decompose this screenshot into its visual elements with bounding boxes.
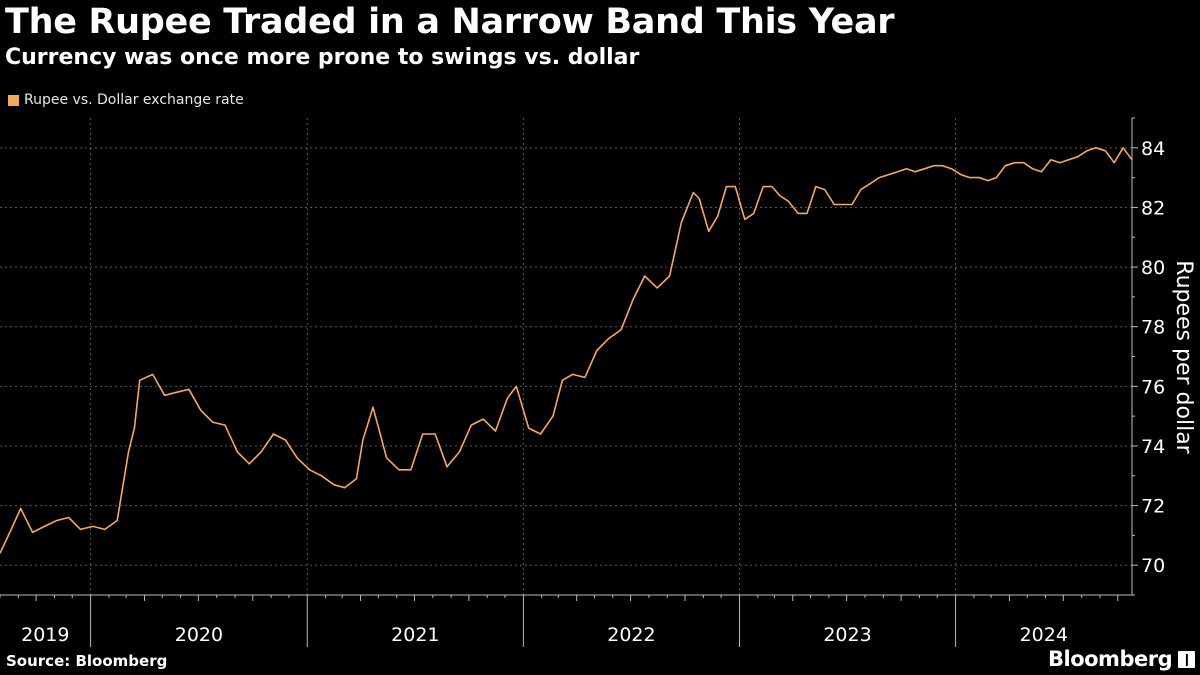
x-tick-label: 2023 [823,624,871,646]
y-axis-label: Rupees per dollar [1171,260,1196,454]
legend: Rupee vs. Dollar exchange rate [8,92,244,108]
chart-title: The Rupee Traded in a Narrow Band This Y… [5,2,895,42]
series-line-rupee [0,147,1133,554]
brand-name: Bloomberg [1048,647,1173,671]
chart-icon: ❙ [1178,650,1196,668]
y-tick-label: 84 [1141,138,1165,160]
y-tick-label: 72 [1141,496,1165,518]
x-tick-label: 2021 [391,624,439,646]
y-tick-label: 82 [1141,197,1165,219]
y-tick-label: 78 [1141,317,1165,339]
legend-swatch [8,94,19,106]
x-tick-label: 2022 [607,624,655,646]
x-tick-label: 2019 [21,624,69,646]
y-tick-label: 74 [1141,436,1165,458]
x-tick-label: 2020 [175,624,223,646]
y-tick-label: 70 [1141,555,1165,577]
y-tick-label: 80 [1141,257,1165,279]
legend-label: Rupee vs. Dollar exchange rate [24,92,244,108]
source-note: Source: Bloomberg [6,652,168,670]
brand-logo: Bloomberg ❙ [1048,647,1196,671]
y-tick-label: 76 [1141,376,1165,398]
chart-subtitle: Currency was once more prone to swings v… [5,45,640,70]
x-tick-label: 2024 [1020,624,1068,646]
